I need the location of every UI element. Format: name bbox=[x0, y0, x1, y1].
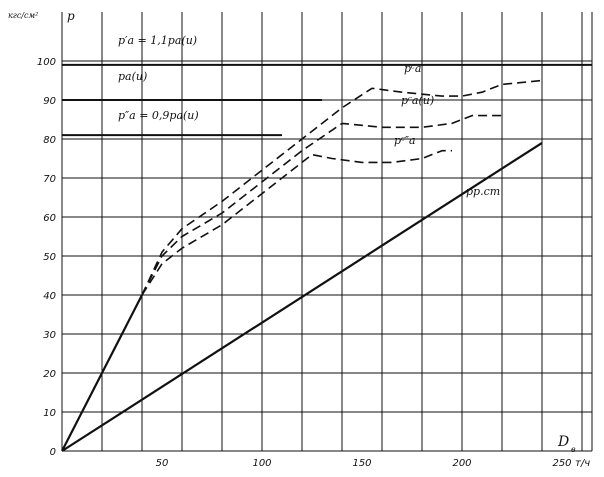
y-tick-label: 60 bbox=[43, 213, 56, 224]
label-p-a-double-prime: p″а = 0,9pа(и) bbox=[118, 109, 199, 122]
y-tick-label: 50 bbox=[43, 252, 56, 263]
x-tick-label: 150 bbox=[352, 458, 371, 469]
y-tick-label: 30 bbox=[43, 330, 56, 341]
x-axis-unit: т/ч bbox=[575, 458, 590, 469]
y-axis-unit: кгс/см² bbox=[8, 11, 38, 20]
y-tick-label: 90 bbox=[43, 96, 56, 107]
reference-lines bbox=[62, 63, 592, 137]
x-tick-label: 50 bbox=[156, 458, 169, 469]
series-line bbox=[141, 114, 502, 296]
label-p-a-u: pа(и) bbox=[118, 70, 147, 83]
series-line bbox=[141, 149, 452, 296]
y-tick-label: 0 bbox=[50, 447, 56, 458]
label-p-a-c: pᶜа bbox=[404, 62, 421, 75]
y-tick-labels: 0 10 20 30 40 50 60 70 80 90 100 bbox=[37, 57, 56, 458]
x-tick-label: 200 bbox=[452, 458, 471, 469]
x-axis-label: D bbox=[557, 434, 569, 450]
y-axis-label: p bbox=[67, 9, 75, 23]
y-tick-label: 80 bbox=[43, 135, 56, 146]
chart-grid bbox=[61, 12, 593, 452]
y-tick-label: 70 bbox=[43, 174, 56, 185]
label-p-a-c-double: pᶜ″а bbox=[394, 134, 416, 147]
y-tick-label: 20 bbox=[43, 369, 56, 380]
chart-series bbox=[61, 79, 543, 452]
x-tick-label: 250 bbox=[552, 458, 571, 469]
y-tick-label: 10 bbox=[43, 408, 56, 419]
y-tick-label: 100 bbox=[37, 57, 56, 68]
series-line bbox=[141, 79, 543, 296]
series-line bbox=[61, 141, 543, 452]
y-tick-label: 40 bbox=[43, 291, 56, 302]
label-p-p-st: pр.ст bbox=[466, 185, 500, 198]
x-tick-label: 100 bbox=[252, 458, 271, 469]
x-axis-label-sub: в bbox=[571, 445, 576, 454]
series-line bbox=[61, 294, 143, 452]
label-p-a-u-c: pᶜа(и) bbox=[401, 94, 434, 107]
x-tick-labels: 50 100 150 200 250 bbox=[156, 458, 572, 469]
label-p-a-prime: p′а = 1,1pа(и) bbox=[118, 34, 197, 47]
